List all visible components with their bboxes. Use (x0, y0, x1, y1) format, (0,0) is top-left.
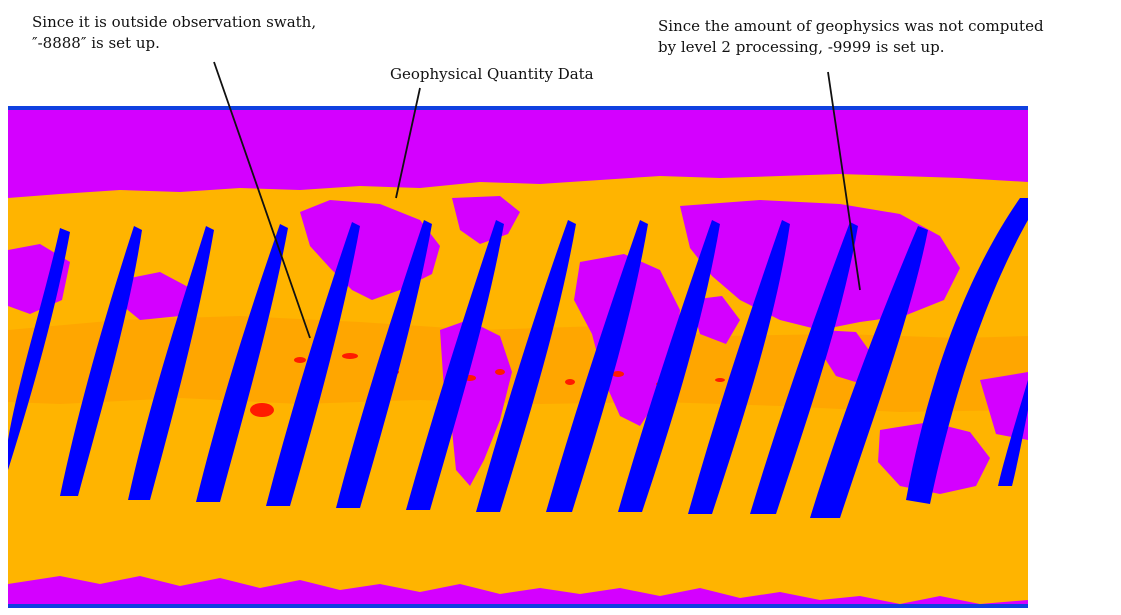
arrow-level2 (827, 71, 861, 291)
southern-data-patch-1 (18, 512, 110, 552)
swath-gap-2 (60, 226, 142, 496)
swath-annotation-line2: ″-8888″ is set up. (32, 34, 160, 52)
map-area (8, 106, 1028, 608)
swath-gap-6 (336, 220, 432, 508)
swath-gap-1 (8, 228, 70, 470)
geophysical-annotation: Geophysical Quantity Data (390, 64, 594, 85)
swath-annotation: Since it is outside observation swath, ″… (32, 12, 316, 54)
level2-annotation-line2: by level 2 processing, -9999 is set up. (658, 38, 945, 56)
swath-gap-10 (618, 220, 720, 512)
swath-gap-13 (810, 226, 928, 518)
geophysical-annotation-text: Geophysical Quantity Data (390, 65, 594, 83)
swath-gaps (8, 198, 1028, 518)
no-value-pacific-patch (118, 272, 190, 320)
southern-data-patch-3 (760, 534, 860, 572)
swath-gap-4 (196, 224, 288, 502)
arrow-swath (213, 61, 311, 339)
level2-annotation: Since the amount of geophysics was not c… (658, 16, 1044, 58)
swath-gap-12 (750, 222, 858, 514)
no-value-north-america (300, 200, 440, 300)
swath-gap-8 (476, 220, 576, 512)
swath-gap-15 (998, 380, 1028, 486)
no-value-greenland (452, 196, 520, 244)
swath-gap-9 (546, 220, 648, 512)
swath-gap-5 (266, 222, 360, 506)
top-edge (8, 106, 1028, 110)
swath-gap-14 (906, 198, 1028, 504)
swath-gap-11 (688, 220, 790, 514)
high-value-speckles (250, 353, 725, 417)
southern-data-patch-2 (560, 532, 660, 568)
swath-gap-7 (406, 220, 504, 510)
swath-gap-3 (128, 226, 214, 500)
annotation-arrows (213, 61, 861, 339)
bottom-edge (8, 604, 1028, 608)
swath-annotation-line1: Since it is outside observation swath, (32, 13, 317, 31)
no-value-africa (574, 254, 680, 426)
level2-annotation-line1: Since the amount of geophysics was not c… (658, 17, 1044, 35)
arrow-geo (395, 87, 421, 199)
